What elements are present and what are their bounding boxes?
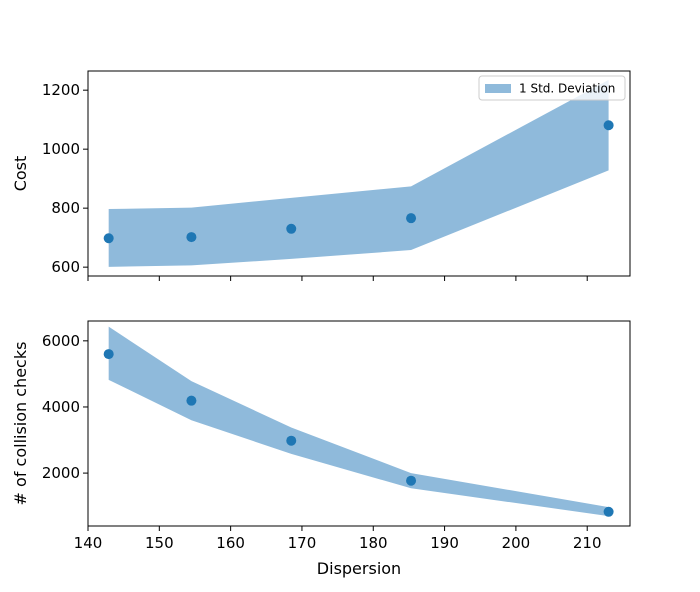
std-deviation-band [108,79,609,267]
y-tick-label: 1000 [42,140,80,158]
x-tick-label: 180 [359,534,388,552]
std-deviation-band [108,326,609,517]
subplot-2: 140 150 160 170 180 190 200 210 2000 4000 6000 # of… [11,320,631,578]
x-tick-label: 190 [430,534,459,552]
x-axis-label: Dispersion [317,559,401,578]
y-axis-label: # of collision checks [11,342,30,506]
y-tick-label: 1200 [42,81,80,99]
x-tick-label: 200 [502,534,531,552]
x-tick-label: 170 [288,534,317,552]
legend-label: 1 Std. Deviation [519,82,615,96]
y-tick-label: 4000 [42,398,80,416]
data-point [406,475,417,486]
y-tick-label: 800 [51,199,80,217]
x-tick-label: 210 [573,534,602,552]
axes-frame [87,320,631,527]
data-point [603,120,614,131]
legend-box [478,75,626,101]
y-tick-label: 6000 [42,332,80,350]
data-point [103,233,114,244]
data-point [103,349,114,360]
data-point [286,435,297,446]
data-point [286,223,297,234]
axes-frame [87,70,631,277]
y-axis-label: Cost [11,156,30,192]
data-point [186,395,197,406]
legend-swatch [485,84,511,93]
x-tick-label: 150 [145,534,174,552]
x-tick-label: 160 [216,534,245,552]
data-point [603,506,614,517]
x-tick-label: 140 [74,534,103,552]
y-tick-label: 2000 [42,464,80,482]
data-point [406,213,417,224]
legend: 1 Std. Deviation [478,75,626,101]
y-tick-label: 600 [51,258,80,276]
subplot-1: 600 800 1000 1200 Cost 1 Std. Deviation [11,70,631,281]
data-point [186,232,197,243]
